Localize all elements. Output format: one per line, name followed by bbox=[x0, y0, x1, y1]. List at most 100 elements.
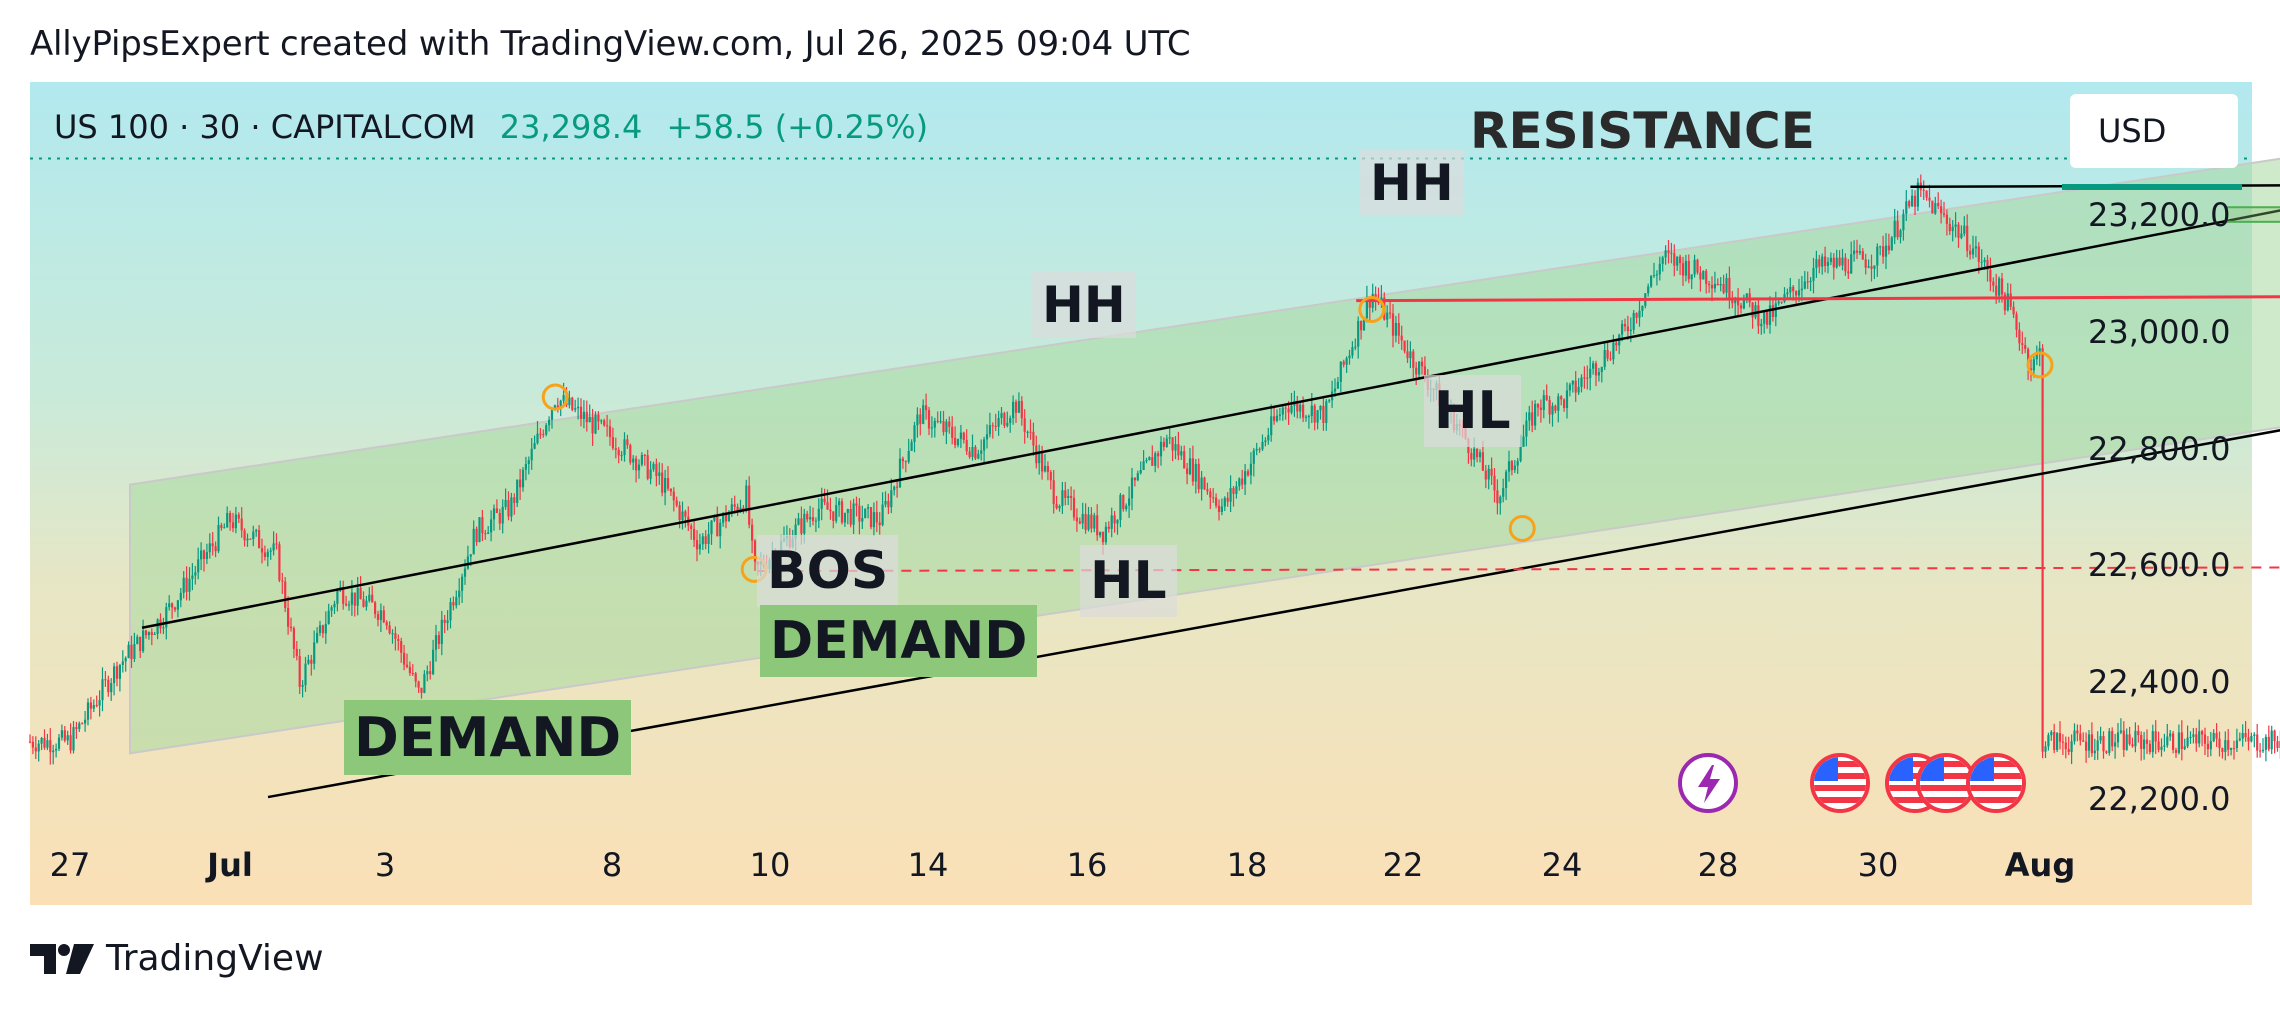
candle bbox=[626, 439, 629, 446]
currency-button[interactable]: USD bbox=[2070, 94, 2238, 168]
candle bbox=[113, 666, 116, 684]
candle bbox=[1693, 259, 1696, 275]
candle bbox=[1336, 381, 1339, 389]
candle bbox=[1832, 257, 1835, 268]
candle bbox=[2244, 733, 2247, 738]
time-tick-label: 18 bbox=[1226, 846, 1268, 884]
price-tick-label: 22,800.0 bbox=[2088, 429, 2231, 468]
candle bbox=[1235, 486, 1238, 494]
resistance-label: RESISTANCE bbox=[1470, 102, 1815, 160]
candle bbox=[1995, 285, 1998, 296]
candle bbox=[1322, 405, 1325, 423]
candle bbox=[684, 511, 687, 517]
candle bbox=[391, 633, 394, 635]
candle bbox=[1481, 452, 1484, 471]
candle bbox=[1531, 412, 1534, 426]
candle bbox=[104, 679, 107, 681]
candle bbox=[2232, 747, 2236, 749]
candle bbox=[1609, 358, 1612, 360]
candle bbox=[1278, 414, 1281, 416]
candle bbox=[927, 410, 931, 429]
candle bbox=[1348, 355, 1351, 359]
candle bbox=[336, 590, 339, 604]
footer: TradingView bbox=[30, 938, 324, 979]
us-flag-icon[interactable] bbox=[1810, 753, 1870, 813]
candle bbox=[695, 540, 699, 550]
time-tick-label: 3 bbox=[374, 846, 396, 884]
candle bbox=[405, 664, 409, 667]
candle bbox=[1800, 288, 1803, 291]
candle bbox=[1125, 505, 1128, 510]
candle bbox=[1847, 271, 1850, 274]
candle bbox=[492, 508, 496, 520]
candle bbox=[333, 603, 336, 608]
candle bbox=[275, 543, 278, 545]
candle bbox=[608, 426, 612, 438]
candle bbox=[414, 673, 417, 682]
candle bbox=[2273, 730, 2276, 742]
candle bbox=[910, 441, 913, 451]
candle bbox=[527, 460, 530, 465]
candle bbox=[1998, 278, 2001, 296]
candle bbox=[893, 486, 896, 491]
candle bbox=[1476, 448, 1479, 458]
candle bbox=[753, 540, 757, 562]
candle bbox=[2174, 749, 2178, 753]
candle bbox=[1490, 468, 1493, 476]
candle bbox=[1896, 220, 1899, 238]
candle bbox=[1423, 366, 1426, 380]
candle bbox=[913, 425, 916, 442]
candle bbox=[382, 610, 385, 623]
candle bbox=[2119, 730, 2122, 733]
tradingview-logo-icon bbox=[30, 943, 94, 974]
candle bbox=[1084, 513, 1087, 530]
candle bbox=[1270, 416, 1273, 436]
candle bbox=[658, 472, 661, 476]
candle bbox=[977, 453, 980, 459]
lightning-event-icon[interactable] bbox=[1678, 753, 1738, 813]
candle bbox=[287, 608, 290, 627]
candle bbox=[2221, 748, 2224, 752]
candle bbox=[2209, 741, 2212, 750]
candle bbox=[2070, 741, 2073, 752]
candle bbox=[1615, 342, 1618, 346]
candle bbox=[632, 458, 635, 463]
candle bbox=[2087, 734, 2091, 751]
candle bbox=[92, 705, 95, 709]
candle bbox=[2151, 731, 2154, 753]
candle bbox=[1096, 515, 1099, 536]
channel-mid-line bbox=[141, 209, 2280, 629]
candle bbox=[2061, 741, 2064, 743]
candle bbox=[449, 602, 452, 621]
candle bbox=[1354, 346, 1357, 348]
candle bbox=[574, 408, 577, 410]
candle bbox=[1081, 513, 1084, 524]
candle bbox=[1258, 448, 1261, 450]
candle bbox=[594, 414, 597, 434]
us-flag-icon[interactable] bbox=[1966, 753, 2026, 813]
candle bbox=[1661, 257, 1664, 264]
candle bbox=[806, 513, 809, 520]
candle bbox=[330, 607, 333, 611]
candle bbox=[1386, 312, 1389, 320]
candle bbox=[965, 440, 968, 452]
candle bbox=[501, 506, 504, 524]
candle bbox=[524, 464, 527, 470]
candle bbox=[466, 556, 469, 569]
candle bbox=[1568, 384, 1571, 391]
candle bbox=[1014, 401, 1018, 413]
candle bbox=[1328, 400, 1331, 402]
candle bbox=[130, 644, 133, 659]
candle bbox=[861, 518, 864, 522]
candle bbox=[1006, 422, 1009, 426]
candle bbox=[1687, 260, 1690, 280]
candle bbox=[452, 602, 455, 606]
candle bbox=[733, 504, 736, 507]
candle bbox=[2047, 735, 2050, 747]
candle bbox=[1989, 269, 1992, 282]
candle bbox=[1658, 263, 1661, 275]
candle bbox=[516, 479, 519, 503]
candle bbox=[1594, 363, 1598, 376]
candle bbox=[205, 552, 208, 560]
